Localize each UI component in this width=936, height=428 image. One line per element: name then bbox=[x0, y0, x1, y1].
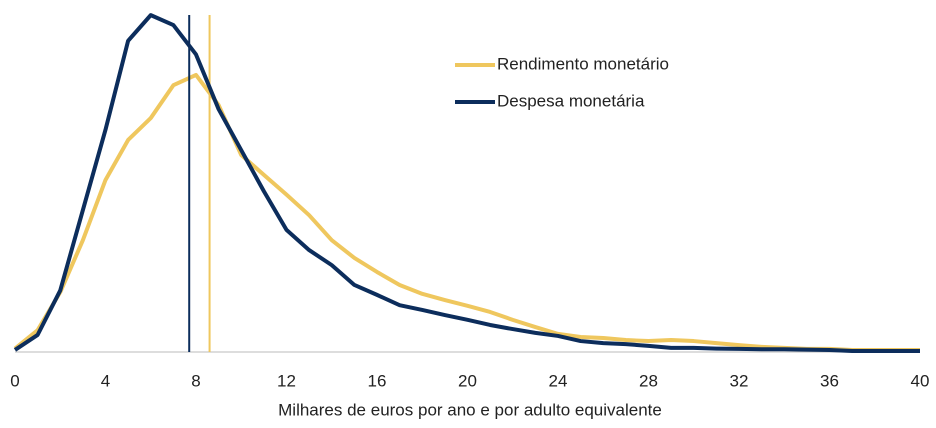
x-tick-label: 4 bbox=[101, 371, 110, 390]
x-tick-label: 8 bbox=[191, 371, 200, 390]
x-tick-label: 28 bbox=[639, 371, 658, 390]
x-axis-title: Milhares de euros por ano e por adulto e… bbox=[278, 400, 662, 419]
x-tick-label: 0 bbox=[10, 371, 19, 390]
x-tick-label: 24 bbox=[549, 371, 568, 390]
series-line bbox=[13, 13, 920, 353]
x-tick-label: 12 bbox=[277, 371, 296, 390]
legend-label: Rendimento monetário bbox=[497, 54, 669, 73]
x-tick-label: 20 bbox=[458, 371, 477, 390]
series-line bbox=[13, 72, 920, 352]
x-tick-label: 32 bbox=[730, 371, 749, 390]
x-tick-label: 16 bbox=[368, 371, 387, 390]
x-tick-label: 40 bbox=[911, 371, 930, 390]
x-tick-label: 36 bbox=[820, 371, 839, 390]
legend-label: Despesa monetária bbox=[497, 91, 645, 110]
